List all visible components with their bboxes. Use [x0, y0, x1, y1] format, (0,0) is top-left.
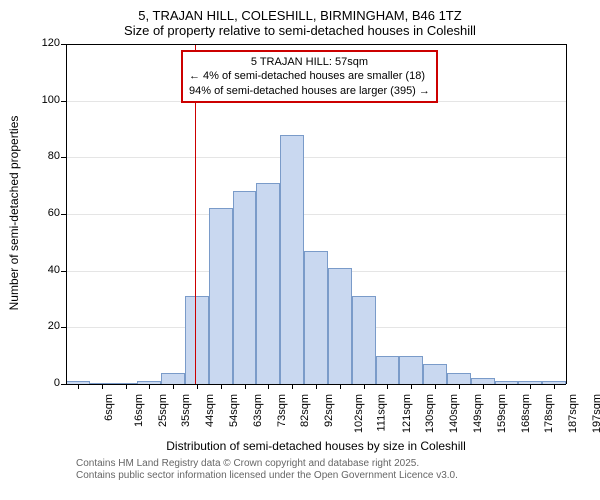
- legend-line2: ← 4% of semi-detached houses are smaller…: [189, 69, 430, 83]
- y-tick-label: 120: [36, 37, 60, 49]
- x-tick-label: 6sqm: [103, 394, 115, 421]
- x-tick-label: 130sqm: [425, 394, 437, 433]
- histogram-bar: [280, 135, 304, 384]
- histogram-bar: [233, 191, 257, 384]
- histogram-bar: [328, 268, 352, 384]
- x-tick-label: 44sqm: [204, 394, 216, 427]
- histogram-bar: [423, 364, 447, 384]
- chart-title-main: 5, TRAJAN HILL, COLESHILL, BIRMINGHAM, B…: [0, 0, 600, 23]
- gridline: [66, 214, 566, 215]
- y-axis-label: Number of semi-detached properties: [7, 113, 21, 313]
- histogram-bar: [399, 356, 423, 384]
- x-tick-label: 63sqm: [252, 394, 264, 427]
- x-axis-line: [66, 384, 566, 385]
- y-tick-label: 40: [36, 264, 60, 276]
- histogram-bar: [161, 373, 185, 384]
- histogram-bar: [304, 251, 328, 384]
- x-tick-label: 92sqm: [323, 394, 335, 427]
- legend-line3: 94% of semi-detached houses are larger (…: [189, 84, 430, 98]
- y-tick-label: 0: [36, 377, 60, 389]
- x-tick-label: 102sqm: [353, 394, 365, 433]
- x-tick-label: 73sqm: [276, 394, 288, 427]
- y-tick-label: 60: [36, 207, 60, 219]
- x-tick-label: 35sqm: [180, 394, 192, 427]
- histogram-bar: [447, 373, 471, 384]
- x-tick-label: 187sqm: [567, 394, 579, 433]
- footer-line1: Contains HM Land Registry data © Crown c…: [76, 458, 419, 469]
- x-tick-label: 82sqm: [299, 394, 311, 427]
- gridline: [66, 157, 566, 158]
- x-tick-label: 140sqm: [448, 394, 460, 433]
- histogram-bar: [185, 296, 209, 384]
- y-axis-line: [66, 44, 67, 384]
- top-axis-line: [66, 44, 566, 45]
- x-tick-label: 149sqm: [472, 394, 484, 433]
- x-tick-label: 159sqm: [496, 394, 508, 433]
- x-tick-label: 16sqm: [133, 394, 145, 427]
- x-tick-label: 25sqm: [157, 394, 169, 427]
- x-tick-label: 54sqm: [228, 394, 240, 427]
- legend-box: 5 TRAJAN HILL: 57sqm ← 4% of semi-detach…: [181, 50, 438, 103]
- y-tick-label: 20: [36, 320, 60, 332]
- chart-title-sub: Size of property relative to semi-detach…: [0, 23, 600, 42]
- x-tick-label: 168sqm: [520, 394, 532, 433]
- y-tick-label: 80: [36, 150, 60, 162]
- x-tick-label: 178sqm: [544, 394, 556, 433]
- x-tick-label: 111sqm: [375, 394, 387, 432]
- right-axis-line: [566, 44, 567, 384]
- histogram-bar: [352, 296, 376, 384]
- x-axis-label: Distribution of semi-detached houses by …: [66, 439, 566, 453]
- legend-line1: 5 TRAJAN HILL: 57sqm: [189, 55, 430, 69]
- x-tick-label: 121sqm: [401, 394, 413, 433]
- histogram-bar: [256, 183, 280, 384]
- footer-line2: Contains public sector information licen…: [76, 470, 458, 481]
- x-tick-label: 197sqm: [591, 394, 600, 433]
- histogram-bar: [376, 356, 400, 384]
- histogram-bar: [209, 208, 233, 384]
- y-tick-label: 100: [36, 94, 60, 106]
